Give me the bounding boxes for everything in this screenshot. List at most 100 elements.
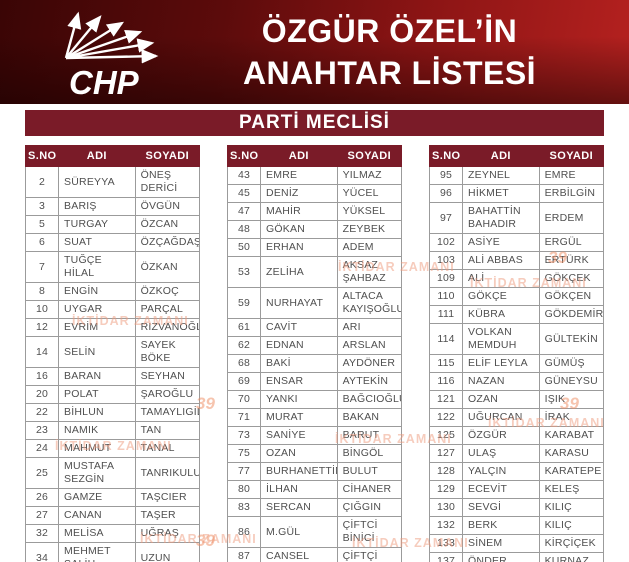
cell-adi: NAZAN — [462, 372, 540, 391]
chp-logo-text: CHP — [69, 64, 140, 100]
table-row: 50 ERHAN ADEM — [226, 238, 403, 257]
cell-sno: 77 — [226, 462, 262, 481]
cell-sno: 71 — [226, 408, 262, 427]
table-header-row: S.NO ADI SOYADI — [428, 145, 605, 167]
cell-sno: 6 — [24, 233, 60, 252]
cell-sno: 5 — [24, 215, 60, 234]
table-row: 22 BİHLUN TAMAYLIGİL — [24, 403, 201, 422]
cell-soyadi: UĞRAŞ — [134, 524, 201, 543]
cell-adi: KÜBRA — [462, 305, 540, 324]
cell-sno: 116 — [428, 372, 464, 391]
cell-sno: 129 — [428, 480, 464, 499]
cell-soyadi: RIZVANOĞLU — [134, 318, 201, 337]
cell-soyadi: ERGÜL — [538, 233, 605, 252]
table-row: 12EVRİMRIZVANOĞLU — [24, 318, 201, 337]
table-row: 130 SEVGİ KILIÇ — [428, 498, 605, 517]
page-title-line2: ANAHTAR LİSTESİ — [242, 55, 537, 91]
cell-soyadi: ARSLAN — [336, 336, 403, 355]
tables-container: S.NO ADI SOYADI 2 SÜREYYA ÖNEŞ DERİCİ 3 BARIŞ ÖV… — [0, 136, 629, 562]
cell-sno: 70 — [226, 390, 262, 409]
cell-adi: YANKI — [260, 390, 338, 409]
table-row: 71 MURAT BAKAN — [226, 408, 403, 427]
cell-adi: ALİ — [462, 269, 540, 288]
cell-adi: NURHAYAT — [260, 287, 338, 319]
cell-adi: MAHMUT — [58, 439, 136, 458]
cell-adi: MAHİR — [260, 202, 338, 221]
table-row: 2 SÜREYYA ÖNEŞ DERİCİ — [24, 166, 201, 198]
cell-soyadi: KURNAZ — [538, 552, 605, 562]
cell-soyadi: KILIÇ — [538, 516, 605, 535]
cell-sno: 114 — [428, 323, 464, 355]
cell-soyadi: ŞAROĞLU — [134, 385, 201, 404]
table-header-cell: ADI — [260, 145, 338, 167]
cell-sno: 137 — [428, 552, 464, 562]
cell-soyadi: BULUT — [336, 462, 403, 481]
cell-sno: 14 — [24, 336, 60, 368]
cell-soyadi: ÇIĞGIN — [336, 498, 403, 517]
cell-sno: 96 — [428, 184, 464, 203]
cell-adi: ALİ ABBAS — [462, 251, 540, 270]
table-row: 129 ECEVİT KELEŞ — [428, 480, 605, 499]
table-row: 73 SANİYE BARUT — [226, 426, 403, 445]
cell-adi: İLHAN — [260, 480, 338, 499]
table-row: 27 CANAN TAŞER — [24, 506, 201, 525]
cell-soyadi: ÇİFTÇİ — [336, 547, 403, 562]
chp-logo: CHP — [44, 6, 178, 101]
cell-soyadi: ARI — [336, 318, 403, 337]
cell-soyadi: TAŞCIER — [134, 488, 201, 507]
table-row: 121 OZAN IŞIK — [428, 390, 605, 409]
cell-soyadi: KARABAT — [538, 426, 605, 445]
table-header-cell: SOYADI — [134, 145, 201, 167]
cell-soyadi: ERDEM — [538, 202, 605, 234]
table-row: 6 SUAT ÖZÇAĞDAŞ — [24, 233, 201, 252]
cell-adi: CANSEL — [260, 547, 338, 562]
cell-sno: 115 — [428, 354, 464, 373]
cell-adi: BAHATTİN BAHADIR — [462, 202, 540, 234]
cell-soyadi: ERBİLGİN — [538, 184, 605, 203]
cell-sno: 10 — [24, 300, 60, 319]
chp-arrows-icon: CHP — [64, 11, 159, 101]
table-row: 23 NAMIK TAN — [24, 421, 201, 440]
table-header-row: S.NO ADI SOYADI — [226, 145, 403, 167]
cell-sno: 47 — [226, 202, 262, 221]
cell-adi: CANAN — [58, 506, 136, 525]
page-title-line1: ÖZGÜR ÖZEL’İN — [261, 13, 518, 49]
cell-sno: 32 — [24, 524, 60, 543]
table-row: 7 TUĞÇE HİLAL ÖZKAN — [24, 251, 201, 283]
cell-sno: 48 — [226, 220, 262, 239]
cell-sno: 75 — [226, 444, 262, 463]
cell-adi: BİHLUN — [58, 403, 136, 422]
table-header-cell: ADI — [462, 145, 540, 167]
table-row: 3 BARIŞ ÖVGÜN — [24, 197, 201, 216]
cell-soyadi: CİHANER — [336, 480, 403, 499]
cell-adi: ZELİHA — [260, 256, 338, 288]
cell-adi: BERK — [462, 516, 540, 535]
cell-soyadi: YÜKSEL — [336, 202, 403, 221]
cell-adi: ÖZGÜR — [462, 426, 540, 445]
cell-sno: 7 — [24, 251, 60, 283]
cell-sno: 83 — [226, 498, 262, 517]
cell-sno: 61 — [226, 318, 262, 337]
table-row: 70 YANKI BAĞCIOĞLU — [226, 390, 403, 409]
cell-sno: 73 — [226, 426, 262, 445]
table-row: 43 EMRE YILMAZ — [226, 166, 403, 185]
table-row: 16 BARAN SEYHAN — [24, 367, 201, 386]
cell-sno: 12 — [24, 318, 60, 337]
cell-soyadi: SEYHAN — [134, 367, 201, 386]
cell-adi: BARIŞ — [58, 197, 136, 216]
cell-soyadi: TAŞER — [134, 506, 201, 525]
table-row: 53 ZELİHA AKSAZ ŞAHBAZ — [226, 256, 403, 288]
table-row: 128 YALÇIN KARATEPE — [428, 462, 605, 481]
table-row: 25 MUSTAFA SEZGİN TANRIKULU — [24, 457, 201, 489]
table-row: 69 ENSAR AYTEKİN — [226, 372, 403, 391]
cell-adi: GÖKÇE — [462, 287, 540, 306]
table-row: 115 ELİF LEYLA GÜMÜŞ — [428, 354, 605, 373]
cell-adi: EDNAN — [260, 336, 338, 355]
table-header-cell: SOYADI — [538, 145, 605, 167]
cell-adi: MELİSA — [58, 524, 136, 543]
cell-soyadi: ERTÜRK — [538, 251, 605, 270]
cell-adi: SEVGİ — [462, 498, 540, 517]
cell-sno: 34 — [24, 542, 60, 562]
cell-adi: BAKİ — [260, 354, 338, 373]
